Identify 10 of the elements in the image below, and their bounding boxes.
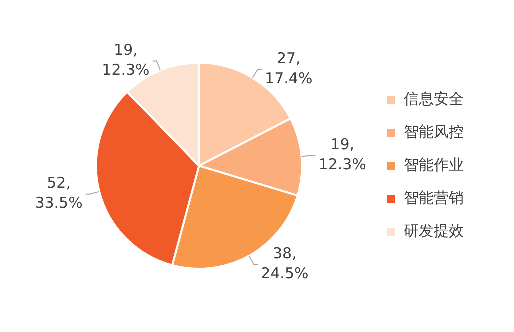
legend-label: 智能营销 [404, 188, 464, 207]
data-label: 52, 33.5% [35, 174, 83, 212]
legend-label: 智能风控 [404, 122, 464, 141]
data-label: 19, 12.3% [318, 136, 366, 174]
data-label: 27, 17.4% [265, 49, 313, 88]
legend-label: 智能作业 [404, 156, 464, 174]
legend-label: 信息安全 [404, 90, 464, 108]
legend-label: 研发提效 [404, 222, 464, 240]
data-label: 38, 24.5% [261, 244, 309, 283]
data-label: 19, 12.3% [102, 41, 150, 80]
